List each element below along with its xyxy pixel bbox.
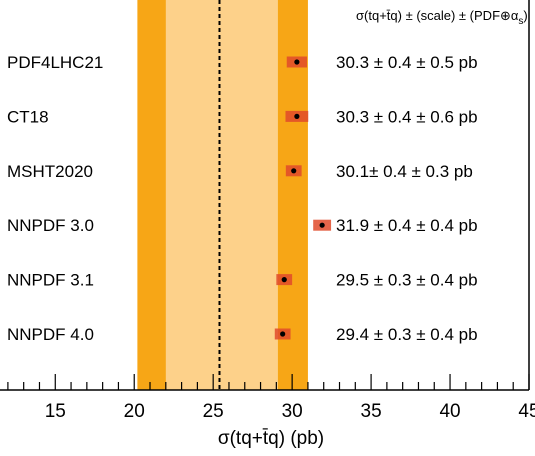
data-point (294, 113, 300, 119)
value-label: 31.9 ± 0.4 ± 0.4 pb (336, 216, 478, 235)
x-tick-label: 35 (361, 401, 382, 422)
value-label: 29.4 ± 0.3 ± 0.4 pb (336, 325, 478, 344)
x-tick-label: 40 (439, 401, 460, 422)
value-label: 30.1± 0.4 ± 0.3 pb (336, 162, 473, 181)
value-label: 30.3 ± 0.4 ± 0.5 pb (336, 53, 478, 72)
data-point (280, 331, 286, 337)
x-axis: 15 20 25 30 35 40 45 (0, 0, 535, 422)
pdf-set-label: MSHT2020 (7, 162, 93, 181)
data-point (291, 168, 297, 174)
pdf-set-label: PDF4LHC21 (7, 53, 103, 72)
pdf-set-label: NNPDF 4.0 (7, 325, 94, 344)
pdf-set-label: CT18 (7, 107, 49, 126)
reference-bands (137, 0, 308, 390)
x-tick-label: 30 (282, 401, 303, 422)
pdf-set-label: NNPDF 3.0 (7, 216, 94, 235)
x-tick-label: 20 (124, 401, 145, 422)
data-point (281, 277, 287, 283)
inner-band (165, 0, 278, 390)
pdf-set-label: NNPDF 3.1 (7, 271, 94, 290)
x-axis-label: σ(tq+t̄q) (pb) (218, 428, 324, 449)
x-tick-label: 45 (518, 401, 535, 422)
row-labels: PDF4LHC21 30.3 ± 0.4 ± 0.5 pb CT18 30.3 ± 0… (7, 53, 478, 344)
x-tick-label: 25 (203, 401, 224, 422)
data-point (294, 59, 300, 65)
data-markers (274, 56, 332, 340)
value-label: 29.5 ± 0.3 ± 0.4 pb (336, 271, 478, 290)
chart-subtitle: σ(tq+t̄q) ± (scale) ± (PDF⊕αs) (356, 8, 528, 27)
data-point (319, 222, 325, 228)
value-label: 30.3 ± 0.4 ± 0.6 pb (336, 107, 478, 126)
x-tick-label: 15 (45, 401, 66, 422)
